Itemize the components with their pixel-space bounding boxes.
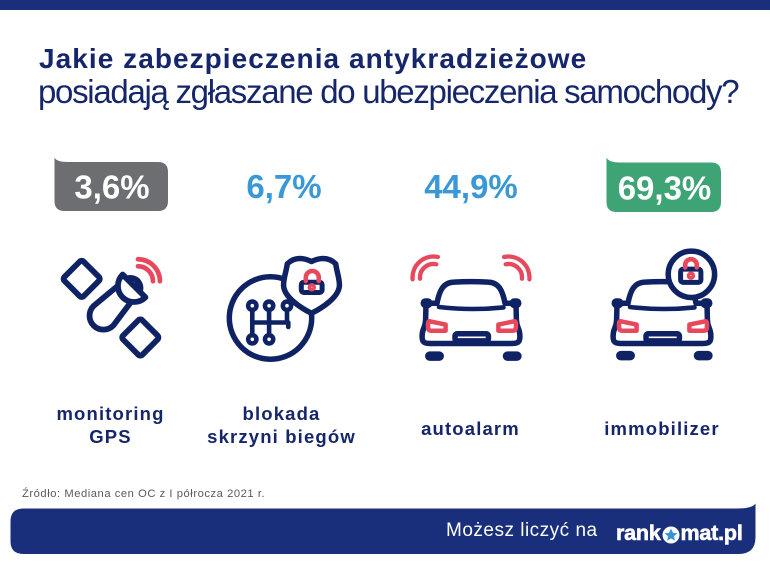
svg-text:69,3%: 69,3% [618, 170, 712, 207]
svg-text:3,6%: 3,6% [74, 169, 149, 206]
